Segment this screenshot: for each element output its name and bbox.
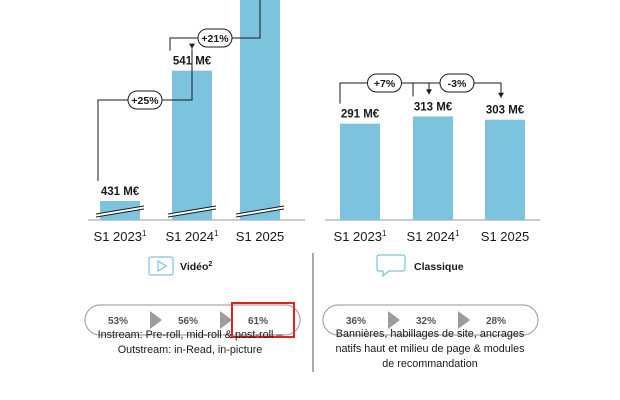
classique-share-pill (322, 304, 539, 336)
classique-share-2: 32% (416, 316, 436, 327)
video-growth-label-2: +21% (201, 33, 229, 45)
classique-bar-2 (413, 116, 453, 220)
video-category-label: Vidéo2 (180, 261, 212, 273)
video-break-line-a-3 (235, 205, 285, 215)
video-description-line-2: Outstream: in-Read, in-picture (118, 344, 263, 356)
classique-growth-badge-1 (367, 73, 402, 93)
play-icon (148, 256, 174, 276)
video-growth-arrowhead-1 (189, 43, 195, 49)
classique-description-line-1: Bannières, habillages de site, ancrages (336, 328, 525, 340)
classique-growth-arrowhead-1 (426, 89, 432, 95)
classique-tick-label-1: S1 20231 (334, 229, 387, 244)
classique-bar-3 (485, 119, 525, 220)
video-break-line-a-2 (167, 205, 217, 215)
video-axis-break-3 (236, 206, 284, 217)
classique-tick-label-2: S1 20241 (407, 229, 460, 244)
video-tick-label-1: S1 20231 (94, 229, 147, 244)
classique-growth-arrowhead-2 (498, 92, 504, 98)
video-share-pill (84, 304, 301, 336)
classique-description-line-3: de recommandation (382, 358, 477, 370)
video-growth-badge-1 (127, 90, 163, 110)
classique-value-label-2: 313 M€ (414, 101, 453, 113)
classique-growth-label-2: -3% (448, 78, 467, 90)
video-value-label-1: 431 M€ (101, 186, 140, 198)
classique-tick-label-3: S1 2025 (481, 229, 529, 244)
video-share-3: 61% (248, 316, 268, 327)
video-break-line-b-1 (95, 208, 145, 218)
classique-share-arrow-2 (458, 311, 470, 329)
classique-description-line-2: natifs haut et milieu de page & modules (335, 343, 525, 355)
classique-value-label-3: 303 M€ (486, 105, 525, 117)
video-break-line-b-3 (235, 208, 285, 218)
video-break-line-b-2 (167, 208, 217, 218)
classique-growth-label-1: +7% (374, 78, 396, 90)
classique-growth-badge-2 (439, 73, 475, 93)
video-share-arrow-2 (220, 311, 232, 329)
classique-share-3: 28% (486, 316, 506, 327)
video-break-line-a-1 (95, 205, 145, 215)
video-axis-break-2 (168, 206, 216, 217)
classique-value-label-1: 291 M€ (341, 109, 380, 121)
video-tick-label-2: S1 20241 (166, 229, 219, 244)
video-tick-label-3: S1 2025 (236, 229, 284, 244)
video-growth-badge-2 (197, 28, 233, 48)
highlight-box (231, 302, 295, 338)
chat-bubble-icon (376, 254, 406, 278)
video-axis-break-1 (96, 206, 144, 217)
classique-share-1: 36% (346, 316, 366, 327)
classique-category-label: Classique (414, 261, 464, 273)
video-growth-label-1: +25% (131, 95, 159, 107)
video-share-2: 56% (178, 316, 198, 327)
video-description-line-1: Instream: Pre-roll, mid-roll & post-roll… (98, 329, 283, 341)
video-share-arrow-1 (150, 311, 162, 329)
video-share-1: 53% (108, 316, 128, 327)
classique-bar-1 (340, 123, 380, 220)
classique-share-arrow-1 (388, 311, 400, 329)
